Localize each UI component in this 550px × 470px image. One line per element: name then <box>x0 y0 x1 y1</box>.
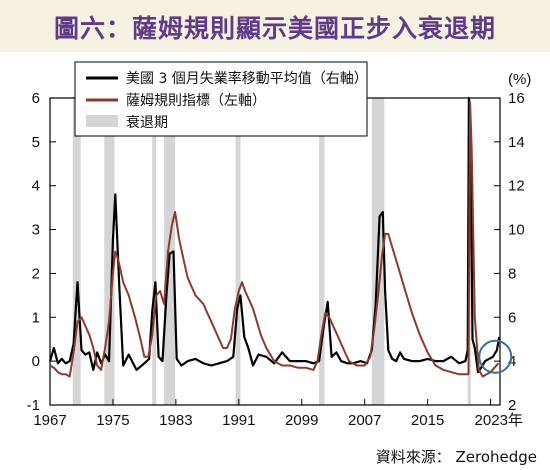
source-note: 資料來源： Zerohedge <box>376 448 537 466</box>
right-axis-tick-label: 8 <box>508 265 516 282</box>
legend-box <box>74 61 368 137</box>
annotation-layer <box>478 339 513 374</box>
highlight-circle <box>478 339 513 374</box>
left-axis-tick-label: 0 <box>32 353 40 370</box>
left-axis-tick-label: -1 <box>27 397 40 414</box>
legend-label-recession: 衰退期 <box>126 114 168 131</box>
left-axis-tick-label: 4 <box>32 178 40 195</box>
right-axis-tick-label: 6 <box>508 309 516 326</box>
recession-band <box>235 98 241 405</box>
right-axis-tick-label: 10 <box>508 222 525 239</box>
recession-band <box>164 98 176 405</box>
recession-band <box>152 98 157 405</box>
right-axis-tick-label: 2 <box>508 397 516 414</box>
right-axis-tick-label: 4 <box>508 353 516 370</box>
legend-label-sahm: 薩姆規則指標（左軸） <box>126 93 266 109</box>
legend: 美國 3 個月失業率移動平均值（右軸） 薩姆規則指標（左軸） 衰退期 <box>74 61 368 137</box>
x-axis-tick-label: 2099 <box>285 412 318 429</box>
x-axis-tick-label: 1975 <box>96 412 129 429</box>
left-axis-tick-label: 6 <box>32 90 40 107</box>
right-axis-tick-label: 12 <box>508 178 525 195</box>
x-axis-tick-label: 1983 <box>159 412 192 429</box>
x-axis-tick-label: 1967 <box>33 412 66 429</box>
sahm-rule-line <box>49 101 500 378</box>
chart-title: 圖六：薩姆規則顯示美國正步入衰退期 <box>53 14 496 43</box>
right-axis-tick-label: 16 <box>508 90 525 107</box>
unemployment-line <box>48 96 501 374</box>
left-axis-tick-label: 2 <box>32 265 40 282</box>
recession-band <box>319 98 325 405</box>
legend-swatch-recession <box>86 115 118 127</box>
left-axis-tick-label: 1 <box>32 309 40 326</box>
x-axis-tick-label: 2023年 <box>475 412 523 429</box>
left-axis-tick-label: 3 <box>32 222 40 239</box>
recession-band <box>72 98 81 405</box>
x-axis-tick-label: 1991 <box>222 412 255 429</box>
right-axis-tick-label: 14 <box>508 134 525 151</box>
x-axis-tick-label: 2015 <box>411 412 444 429</box>
recession-band <box>104 98 115 405</box>
chart-area: -1 0 1 2 3 4 5 6 2 4 6 8 10 12 14 16 (%) 1967 1975 1983 1991… <box>0 52 550 470</box>
right-axis-unit: (%) <box>508 71 531 88</box>
series-lines <box>48 96 501 378</box>
x-axis-tick-label: 2007 <box>348 412 381 429</box>
title-bar: 圖六：薩姆規則顯示美國正步入衰退期 <box>0 0 550 52</box>
legend-label-unemployment: 美國 3 個月失業率移動平均值（右軸） <box>126 70 368 87</box>
left-axis-tick-label: 5 <box>32 134 40 151</box>
